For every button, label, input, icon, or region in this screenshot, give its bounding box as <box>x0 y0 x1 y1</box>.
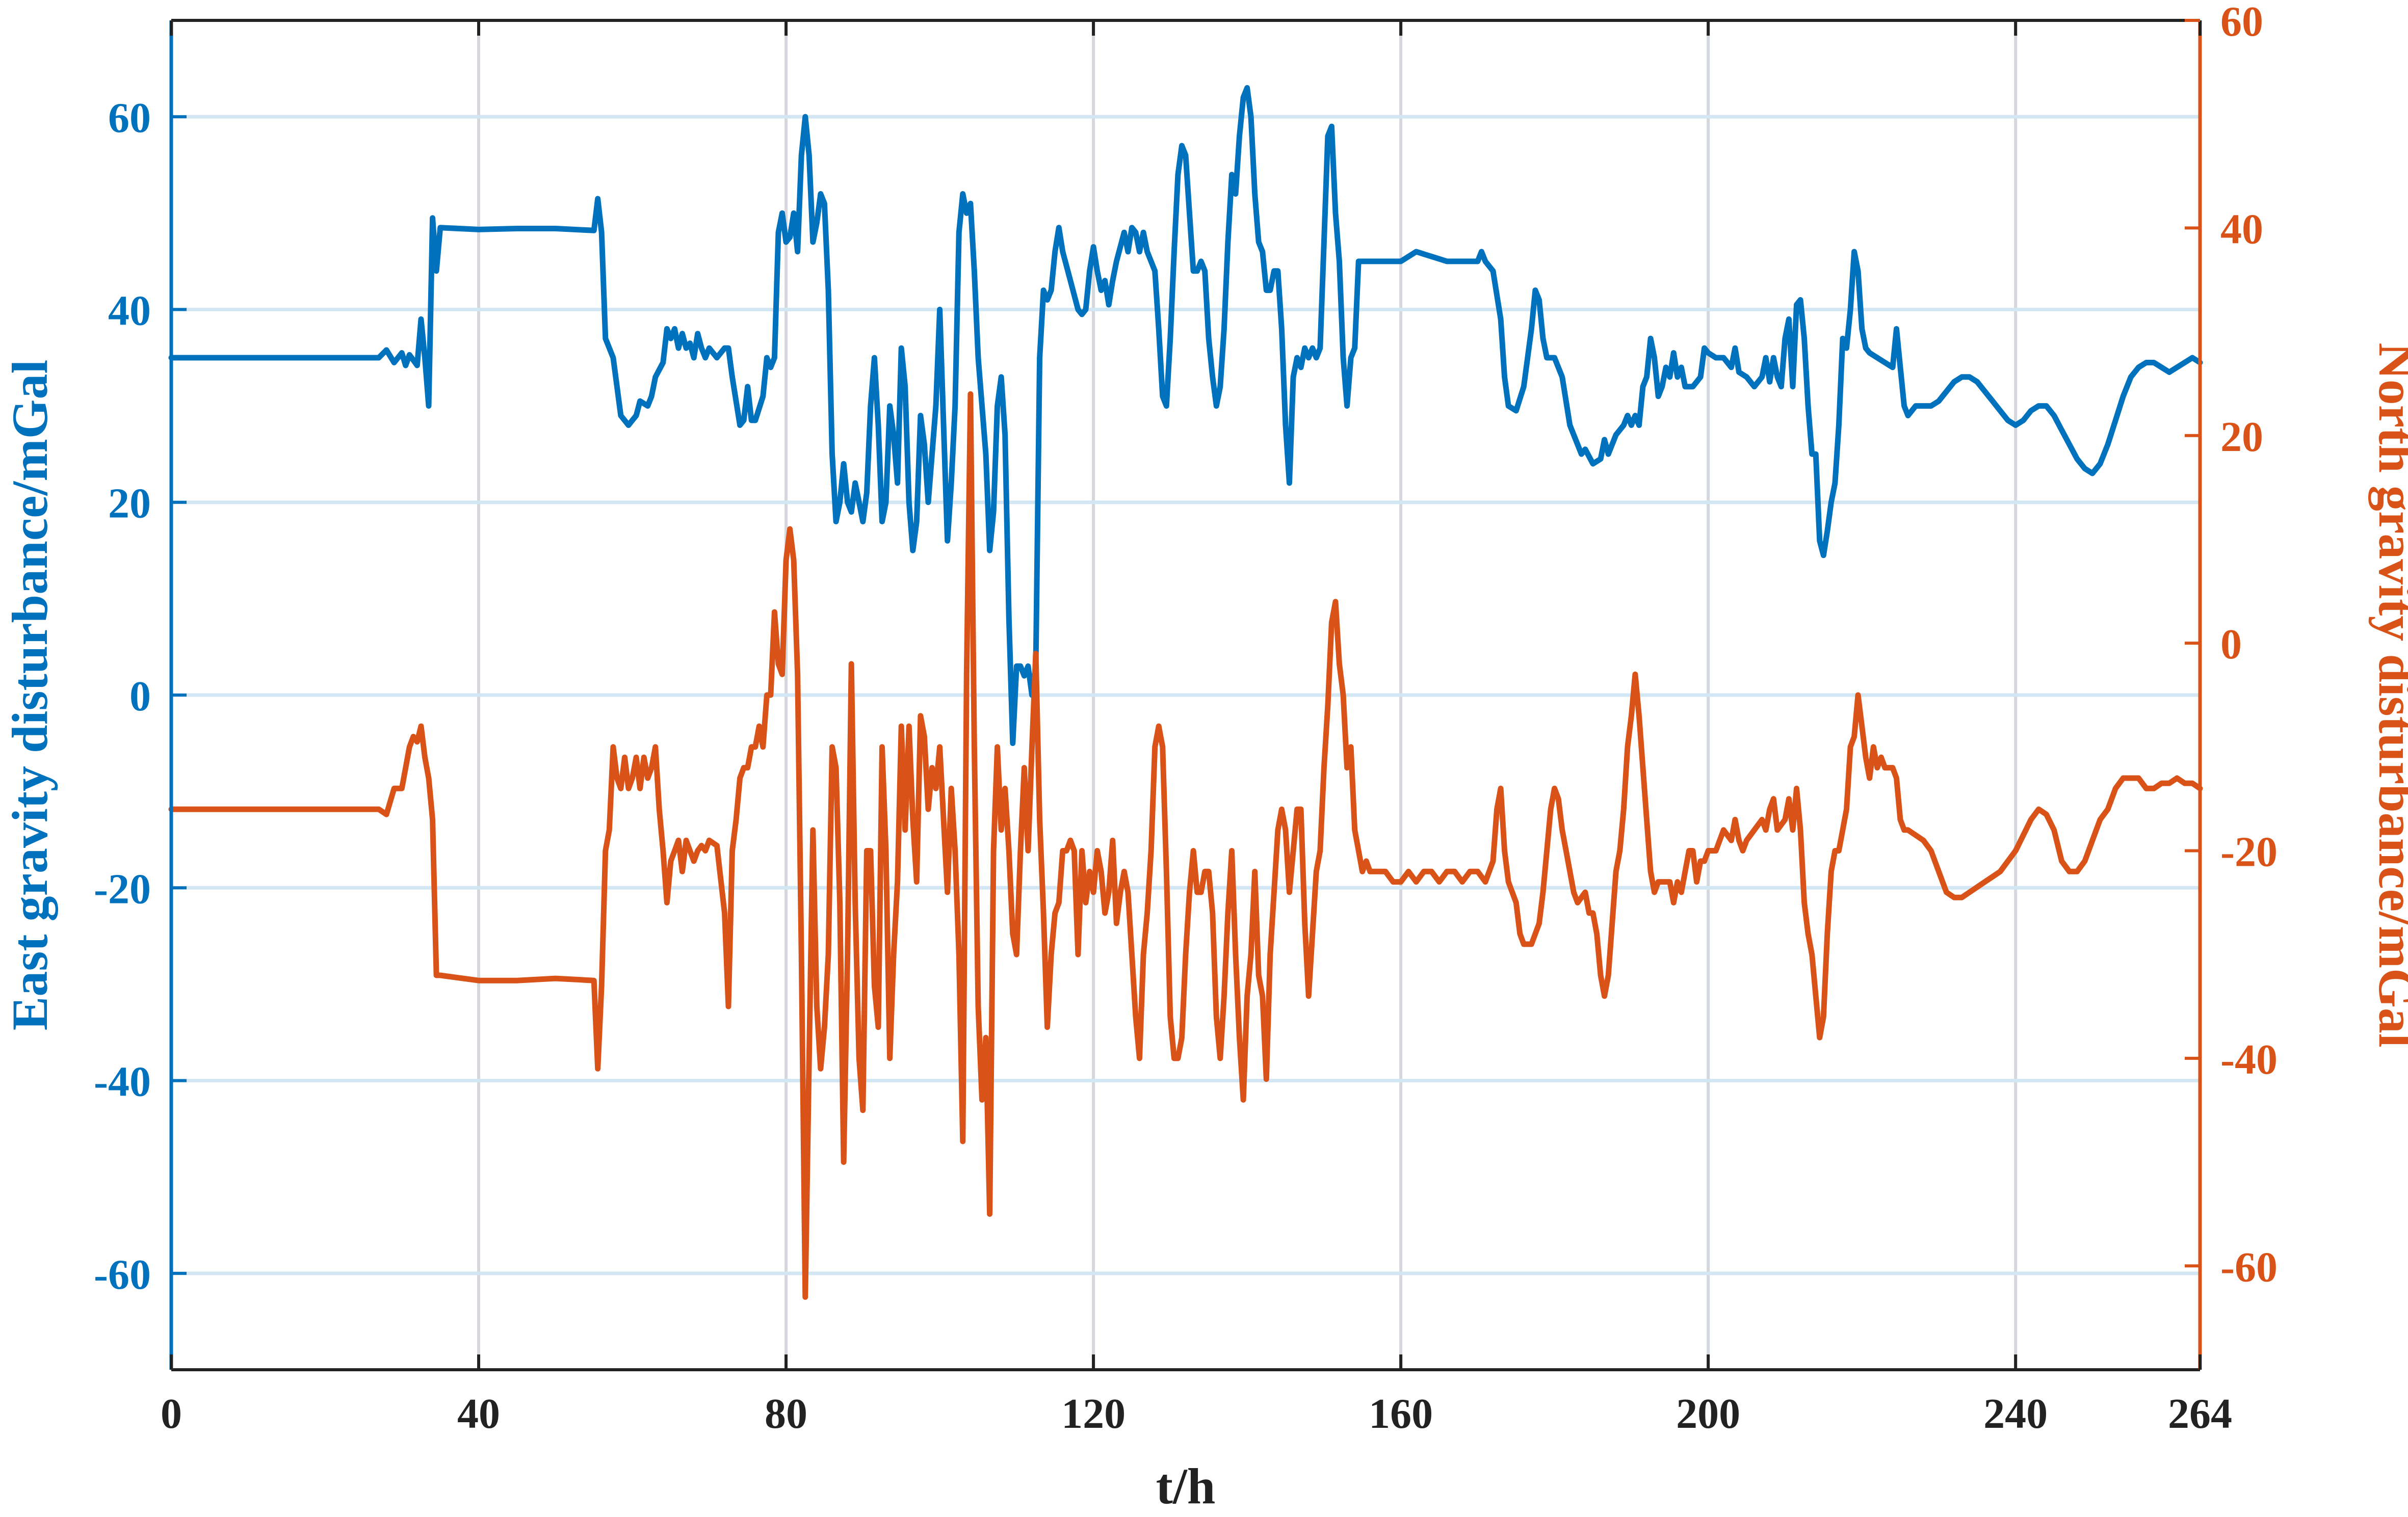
grid-layer <box>171 20 2200 1370</box>
left-tick-label: -60 <box>94 1251 151 1298</box>
x-tick-label: 240 <box>1983 1390 2048 1438</box>
left-tick-label: -40 <box>94 1058 151 1106</box>
x-tick-label: 80 <box>765 1390 807 1438</box>
right-tick-label: -20 <box>2220 829 2278 876</box>
x-tick-label: 264 <box>2168 1390 2232 1438</box>
right-y-axis-title: North gravity disturbance/mGal <box>2368 342 2408 1047</box>
x-axis-title: t/h <box>1156 1458 1216 1514</box>
east-series-line <box>168 85 2203 747</box>
x-tick-label: 40 <box>457 1390 500 1438</box>
left-y-axis-title: East gravity disturbance/mGal <box>2 360 58 1031</box>
right-tick-label: -40 <box>2220 1036 2278 1083</box>
left-tick-label: 40 <box>108 287 151 334</box>
right-tick-label: 20 <box>2220 413 2263 461</box>
north-series-line <box>168 391 2203 1300</box>
x-tick-label: 200 <box>1676 1390 1740 1438</box>
right-tick-label: 0 <box>2220 621 2242 668</box>
left-tick-label: 60 <box>108 94 151 142</box>
x-tick-label: 0 <box>161 1390 182 1438</box>
right-tick-label: 60 <box>2220 0 2263 45</box>
labels-layer: t/h East gravity disturbance/mGal North … <box>2 342 2408 1514</box>
series-layer <box>168 85 2203 1300</box>
x-tick-label: 120 <box>1061 1390 1126 1438</box>
right-tick-label: 40 <box>2220 205 2263 253</box>
left-tick-label: 0 <box>129 673 151 720</box>
axes-layer: 0 40 80 120 160 200 240 264-60-40-200204060-60-… <box>94 0 2278 1438</box>
left-tick-label: 20 <box>108 480 151 527</box>
x-tick-label: 160 <box>1369 1390 1433 1438</box>
left-tick-label: -20 <box>94 865 151 913</box>
right-tick-label: -60 <box>2220 1243 2278 1291</box>
